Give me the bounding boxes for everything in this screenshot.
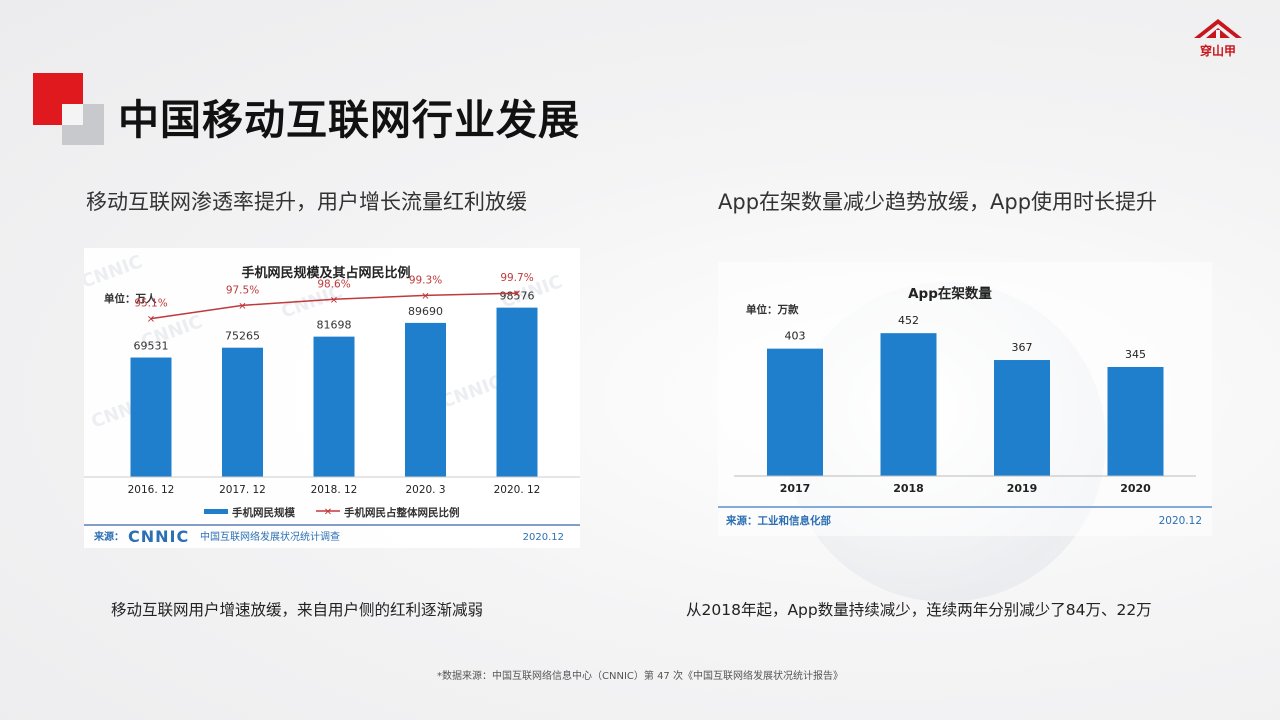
x-tick-labels: 2017 2018 2019 2020 xyxy=(780,482,1151,495)
line-point-marker: ✕ xyxy=(147,315,155,326)
bar-value-label: 403 xyxy=(785,330,806,343)
brand-logo-mark xyxy=(1194,19,1242,38)
title-decoration-notch xyxy=(62,104,83,125)
bar xyxy=(405,322,446,477)
mobile-users-chart: CNNIC CNNIC CNNIC CNNIC CNNIC CNNIC 手机网民… xyxy=(79,251,580,546)
bar xyxy=(880,333,937,476)
bar xyxy=(496,307,538,477)
bar-value-label: 89690 xyxy=(408,305,443,318)
line-series: ✕ 95.1% ✕ 97.5% ✕ 98.6% ✕ 99.3% ✕ 99.7% xyxy=(134,272,533,325)
line-point-marker: ✕ xyxy=(421,291,429,302)
source-text: 中国互联网络发展状况统计调查 xyxy=(200,530,340,543)
x-tick-label: 2020 xyxy=(1120,482,1151,495)
legend-swatch-bar xyxy=(204,509,228,514)
legend-label-line: 手机网民占整体网民比例 xyxy=(344,506,460,519)
x-tick-label: 2017 xyxy=(780,482,811,495)
footnote: *数据来源：中国互联网络信息中心（CNNIC）第 47 次《中国互联网络发展状况… xyxy=(437,671,843,682)
bar-value-label: 367 xyxy=(1012,341,1033,354)
line-value-label: 97.5% xyxy=(226,284,259,296)
bar-value-label: 75265 xyxy=(225,330,260,343)
line-point-marker: ✕ xyxy=(238,301,246,312)
bar xyxy=(313,336,355,477)
source-text: 来源：工业和信息化部 xyxy=(725,514,831,527)
watermark-text: CNNIC xyxy=(84,251,145,292)
cnnic-logo: CNNIC xyxy=(128,527,189,546)
bar xyxy=(1107,366,1164,476)
x-tick-labels: 2016. 12 2017. 12 2018. 12 2020. 3 2020. 12 xyxy=(128,484,541,496)
x-tick-label: 2020. 12 xyxy=(494,484,541,496)
line-path xyxy=(150,292,518,320)
chart-unit-label: 单位：万款 xyxy=(746,303,799,316)
legend-marker-icon: ✕ xyxy=(324,507,332,518)
brand-logo: 穿山甲 xyxy=(1190,16,1254,60)
chart-title: 手机网民规模及其占网民比例 xyxy=(241,265,410,281)
watermark-text: CNNIC xyxy=(439,371,506,412)
bar-value-label: 345 xyxy=(1125,348,1146,361)
chart-unit-label: 单位：万人 xyxy=(104,292,157,305)
chart-panel-mobile-users: CNNIC CNNIC CNNIC CNNIC CNNIC CNNIC 手机网民… xyxy=(79,248,580,548)
bar xyxy=(222,347,263,477)
line-point-marker: ✕ xyxy=(330,295,338,306)
bar xyxy=(994,360,1050,476)
brand-logo-text: 穿山甲 xyxy=(1199,44,1236,58)
bar-series: 403 452 367 345 xyxy=(767,314,1164,476)
line-value-label: 99.7% xyxy=(500,272,533,284)
line-value-label: 95.1% xyxy=(134,298,167,310)
page-title: 中国移动互联网行业发展 xyxy=(118,96,580,144)
bar xyxy=(130,357,172,477)
source-date: 2020.12 xyxy=(523,532,564,543)
caption-right: 从2018年起，App数量持续减少，连续两年分别减少了84万、22万 xyxy=(686,601,1152,619)
x-tick-label: 2018. 12 xyxy=(311,484,358,496)
bar-value-label: 452 xyxy=(898,314,919,327)
chart-panel-app-count: App在架数量 单位：万款 403 452 367 345 2017 2018 2019 2… xyxy=(718,262,1212,536)
bar xyxy=(767,348,823,476)
x-tick-label: 2020. 3 xyxy=(405,484,445,496)
line-value-label: 99.3% xyxy=(409,274,442,286)
bar-value-label: 69531 xyxy=(134,340,169,353)
x-tick-label: 2018 xyxy=(893,482,924,495)
legend: 手机网民规模 ✕ 手机网民占整体网民比例 xyxy=(204,506,460,519)
x-tick-label: 2016. 12 xyxy=(128,484,175,496)
line-value-label: 98.6% xyxy=(317,278,350,290)
subheading-right: App在架数量减少趋势放缓，App使用时长提升 xyxy=(718,190,1158,214)
x-tick-label: 2019 xyxy=(1007,482,1038,495)
caption-left: 移动互联网用户增速放缓，来自用户侧的红利逐渐减弱 xyxy=(111,601,484,619)
chart-title: App在架数量 xyxy=(908,285,992,302)
bar-value-label: 81698 xyxy=(317,319,352,332)
x-tick-label: 2017. 12 xyxy=(219,484,266,496)
line-point-marker: ✕ xyxy=(513,289,521,300)
legend-label-bar: 手机网民规模 xyxy=(232,506,295,519)
source-date: 2020.12 xyxy=(1159,515,1202,527)
subheading-left: 移动互联网渗透率提升，用户增长流量红利放缓 xyxy=(86,190,527,214)
source-prefix: 来源： xyxy=(93,530,124,543)
